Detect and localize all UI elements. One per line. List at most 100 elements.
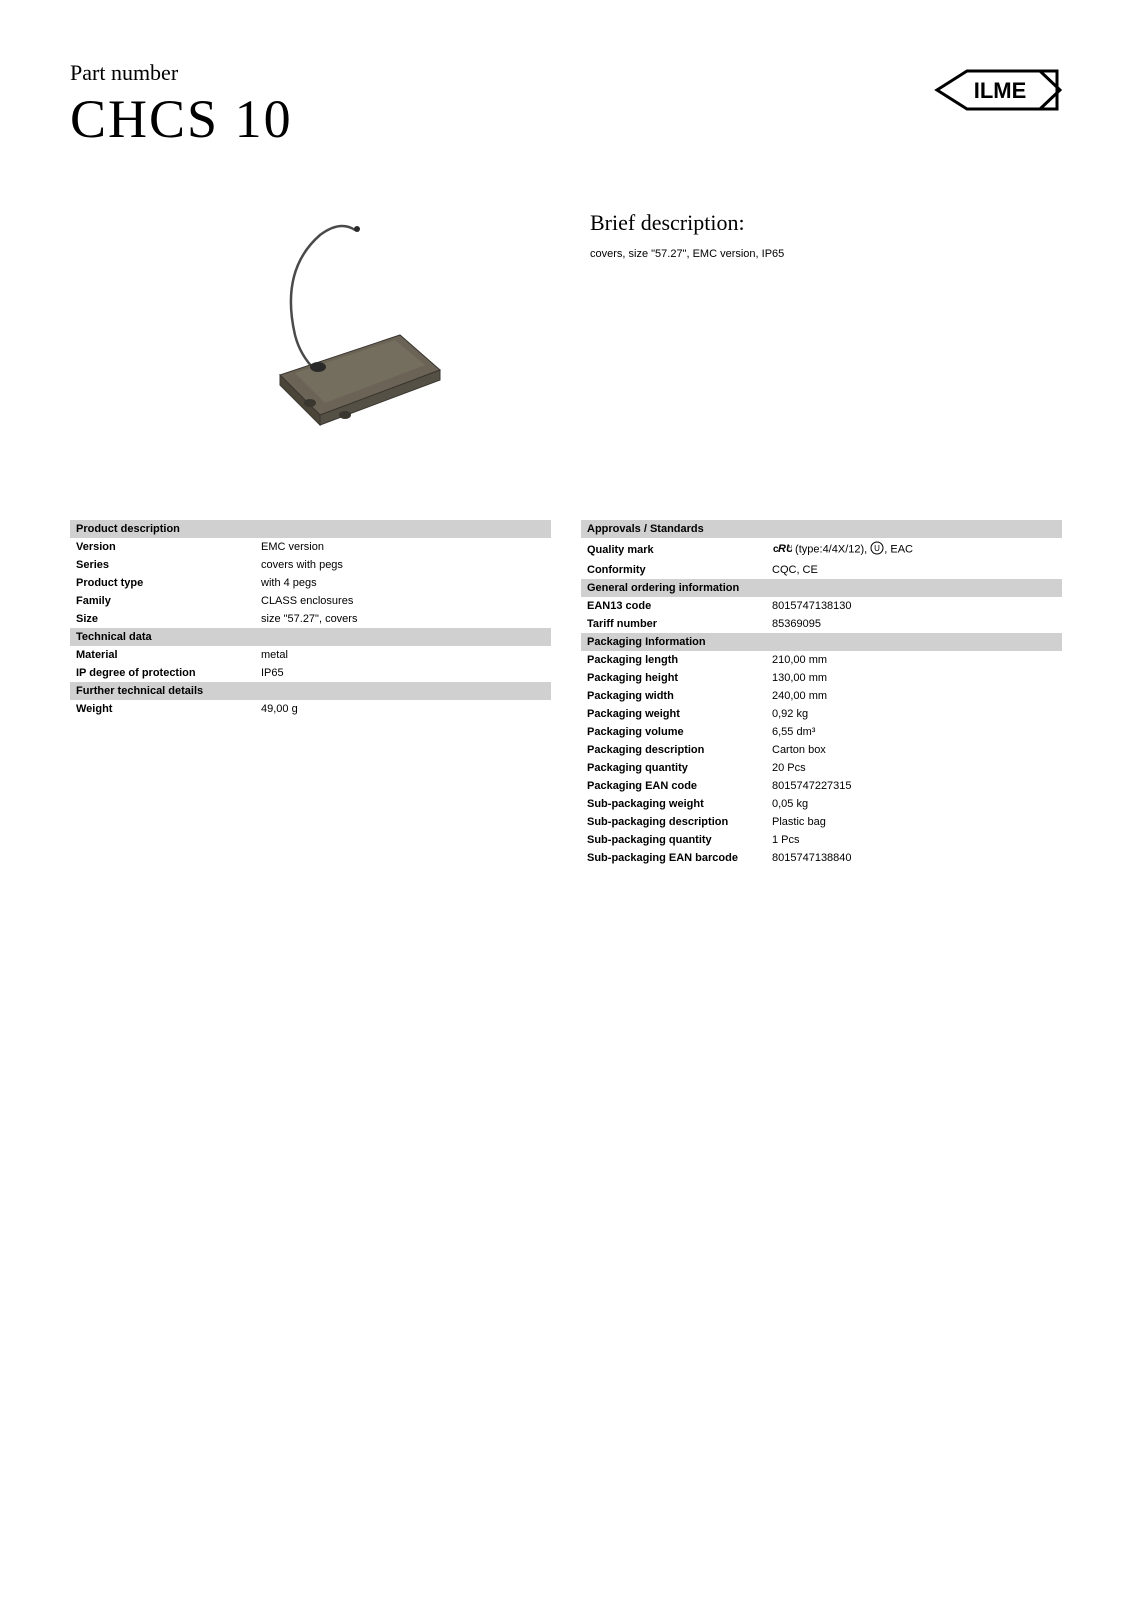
table-row: Sub-packaging descriptionPlastic bag (581, 813, 1062, 831)
row-value: 6,55 dm³ (766, 723, 1062, 741)
table-row: Sizesize "57.27", covers (70, 610, 551, 628)
table-row: Packaging EAN code8015747227315 (581, 777, 1062, 795)
table-row: EAN13 code8015747138130 (581, 597, 1062, 615)
part-number-label: Part number (70, 60, 293, 86)
row-label: EAN13 code (581, 597, 766, 615)
row-label: Conformity (581, 561, 766, 579)
approvals-data-table: Approvals / StandardsQuality markcRUus (… (581, 520, 1062, 867)
row-label: Sub-packaging quantity (581, 831, 766, 849)
product-image-area (150, 190, 550, 470)
row-value: IP65 (255, 664, 551, 682)
row-value: cRUus (type:4/4X/12), U, EAC (766, 538, 1062, 561)
row-label: Sub-packaging weight (581, 795, 766, 813)
row-label: Version (70, 538, 255, 556)
row-value: with 4 pegs (255, 574, 551, 592)
row-value: Carton box (766, 741, 1062, 759)
row-value: metal (255, 646, 551, 664)
row-label: Family (70, 592, 255, 610)
left-table-column: Product descriptionVersionEMC versionSer… (70, 520, 551, 867)
row-label: Packaging EAN code (581, 777, 766, 795)
row-label: Packaging weight (581, 705, 766, 723)
row-label: Sub-packaging description (581, 813, 766, 831)
row-value: 0,05 kg (766, 795, 1062, 813)
ilme-logo-icon: ILME (932, 63, 1062, 118)
row-value: 85369095 (766, 615, 1062, 633)
svg-text:ILME: ILME (974, 78, 1027, 103)
row-value: Plastic bag (766, 813, 1062, 831)
row-label: Packaging volume (581, 723, 766, 741)
section-header: Further technical details (70, 682, 551, 700)
row-label: Tariff number (581, 615, 766, 633)
row-value: 49,00 g (255, 700, 551, 718)
row-value: size "57.27", covers (255, 610, 551, 628)
content-row: Brief description: covers, size "57.27",… (70, 190, 1062, 470)
table-row: Materialmetal (70, 646, 551, 664)
table-row: Quality markcRUus (type:4/4X/12), U, EAC (581, 538, 1062, 561)
row-label: Weight (70, 700, 255, 718)
row-label: Packaging width (581, 687, 766, 705)
circle-mark-icon: U (870, 541, 884, 558)
table-row: FamilyCLASS enclosures (70, 592, 551, 610)
brief-description-title: Brief description: (590, 210, 1062, 236)
row-label: Packaging quantity (581, 759, 766, 777)
product-image (220, 215, 480, 445)
table-row: ConformityCQC, CE (581, 561, 1062, 579)
ul-mark-icon: cRUus (772, 542, 792, 557)
table-row: Weight49,00 g (70, 700, 551, 718)
section-header: Technical data (70, 628, 551, 646)
title-block: Part number CHCS 10 (70, 60, 293, 150)
row-label: Size (70, 610, 255, 628)
brief-description-text: covers, size "57.27", EMC version, IP65 (590, 248, 1062, 260)
table-row: Packaging quantity20 Pcs (581, 759, 1062, 777)
company-logo: ILME (932, 60, 1062, 120)
header: Part number CHCS 10 ILME (70, 60, 1062, 150)
row-value: 240,00 mm (766, 687, 1062, 705)
product-cover-icon (220, 215, 480, 445)
section-header: General ordering information (581, 579, 1062, 597)
table-row: VersionEMC version (70, 538, 551, 556)
section-header: Packaging Information (581, 633, 1062, 651)
table-row: Sub-packaging weight0,05 kg (581, 795, 1062, 813)
table-row: Sub-packaging quantity1 Pcs (581, 831, 1062, 849)
right-table-column: Approvals / StandardsQuality markcRUus (… (581, 520, 1062, 867)
table-row: Packaging height130,00 mm (581, 669, 1062, 687)
row-label: IP degree of protection (70, 664, 255, 682)
row-value: 1 Pcs (766, 831, 1062, 849)
row-label: Packaging height (581, 669, 766, 687)
row-label: Packaging description (581, 741, 766, 759)
table-row: Packaging descriptionCarton box (581, 741, 1062, 759)
table-row: Tariff number85369095 (581, 615, 1062, 633)
row-value: 210,00 mm (766, 651, 1062, 669)
table-row: Packaging width240,00 mm (581, 687, 1062, 705)
row-value: 0,92 kg (766, 705, 1062, 723)
row-value: covers with pegs (255, 556, 551, 574)
row-value: 8015747138130 (766, 597, 1062, 615)
row-label: Packaging length (581, 651, 766, 669)
tables-row: Product descriptionVersionEMC versionSer… (70, 520, 1062, 867)
table-row: Seriescovers with pegs (70, 556, 551, 574)
table-row: IP degree of protectionIP65 (70, 664, 551, 682)
row-value: CLASS enclosures (255, 592, 551, 610)
section-header: Product description (70, 520, 551, 538)
row-label: Series (70, 556, 255, 574)
section-header: Approvals / Standards (581, 520, 1062, 538)
row-value: 20 Pcs (766, 759, 1062, 777)
row-value: 8015747227315 (766, 777, 1062, 795)
row-value: 8015747138840 (766, 849, 1062, 867)
table-row: Sub-packaging EAN barcode8015747138840 (581, 849, 1062, 867)
table-row: Product typewith 4 pegs (70, 574, 551, 592)
row-value: EMC version (255, 538, 551, 556)
row-label: Material (70, 646, 255, 664)
row-value: 130,00 mm (766, 669, 1062, 687)
row-value: CQC, CE (766, 561, 1062, 579)
svg-text:U: U (874, 544, 880, 553)
row-label: Product type (70, 574, 255, 592)
product-data-table: Product descriptionVersionEMC versionSer… (70, 520, 551, 718)
row-label: Sub-packaging EAN barcode (581, 849, 766, 867)
row-label: Quality mark (581, 538, 766, 561)
part-number-value: CHCS 10 (70, 88, 293, 150)
description-area: Brief description: covers, size "57.27",… (590, 190, 1062, 470)
table-row: Packaging length210,00 mm (581, 651, 1062, 669)
table-row: Packaging volume6,55 dm³ (581, 723, 1062, 741)
table-row: Packaging weight0,92 kg (581, 705, 1062, 723)
